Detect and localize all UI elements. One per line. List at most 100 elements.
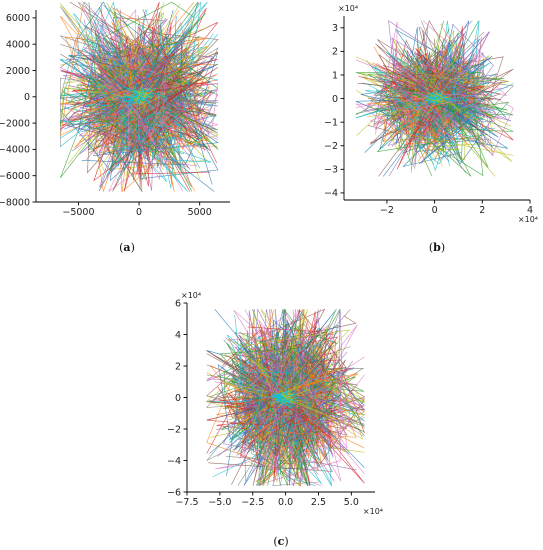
- x-tick-label: 0: [432, 205, 438, 216]
- trajectory-line: [125, 84, 190, 169]
- trajectory-line: [268, 397, 314, 458]
- x-tick-label: 4: [527, 205, 533, 216]
- trajectory-line: [259, 372, 342, 485]
- trajectory-line: [110, 22, 188, 158]
- center-cluster-line: [441, 97, 444, 104]
- center-cluster-line: [136, 90, 153, 99]
- x-tick-label: −5000: [62, 207, 94, 218]
- trajectory-line: [62, 69, 135, 118]
- x-tick-label: 5.0: [344, 497, 359, 508]
- trajectory-line: [247, 326, 328, 446]
- x-multiplier: ×10⁴: [363, 507, 383, 516]
- trajectory-line: [269, 383, 281, 434]
- axes-a: −5000 0 5000 −8000 −6000 −4000 −2000 0 2000 4000 6…: [0, 10, 230, 218]
- x-tick-label: 0: [136, 207, 142, 218]
- trajectory-line: [150, 36, 165, 121]
- trajectory-line: [78, 26, 191, 131]
- plot-area-b: [355, 19, 514, 177]
- trajectory-line: [236, 309, 358, 420]
- trajectory-line: [116, 88, 200, 181]
- trajectory-line: [394, 96, 457, 120]
- center-cluster-line: [430, 96, 439, 99]
- trajectory-line: [112, 57, 188, 192]
- trajectory-line: [70, 56, 145, 110]
- center-cluster-line: [439, 96, 450, 100]
- trajectory-line: [88, 66, 219, 154]
- trajectory-line: [399, 78, 471, 128]
- caption-b: (b): [429, 241, 445, 254]
- trajectory-line: [97, 97, 154, 193]
- trajectory-line: [126, 67, 169, 85]
- x-tick-label: 2.5: [311, 497, 326, 508]
- y-tick-label: −2: [167, 424, 181, 435]
- trajectory-line: [420, 73, 484, 140]
- center-cluster-line: [276, 392, 280, 403]
- plot-area-a: [59, 1, 219, 193]
- center-cluster-line: [423, 93, 430, 97]
- panel-c: −7.5 −5.0 −2.5 0.0 2.5 5.0−6−4−20246×10⁴×10⁴ …: [167, 291, 383, 548]
- trajectory-line: [423, 53, 484, 113]
- x-tick-label: 2: [479, 205, 485, 216]
- trajectory-line: [99, 74, 197, 131]
- y-tick-label: −6: [167, 487, 181, 498]
- center-cluster-line: [121, 97, 135, 110]
- trajectory-line: [429, 66, 488, 119]
- y-tick-label: 2: [332, 47, 338, 58]
- trajectory-line: [99, 59, 178, 188]
- center-cluster-line: [140, 97, 145, 103]
- trajectory-line: [151, 26, 217, 164]
- y-tick-label: 0: [332, 94, 338, 105]
- y-tick-label: 0: [24, 92, 30, 103]
- y-tick-label: 1: [332, 70, 338, 81]
- trajectory-line: [267, 344, 333, 455]
- y-tick-label: 6: [175, 298, 181, 309]
- trajectory-line: [442, 95, 470, 142]
- trajectory-line: [93, 45, 212, 182]
- trajectory-line: [386, 78, 452, 118]
- center-cluster-line: [427, 99, 430, 105]
- y-tick-label: 3: [332, 23, 338, 34]
- trajectory-line: [355, 89, 461, 151]
- caption-a: (a): [119, 241, 135, 254]
- y-tick-label: 4: [175, 330, 181, 341]
- trajectory-line: [428, 90, 494, 157]
- trajectory-line: [59, 52, 219, 173]
- y-multiplier: ×10⁴: [181, 291, 201, 300]
- axes-b: −2 0 2 4 −4 −3 −2 −1 0 1 2 3 ×10⁴ ×10⁴: [324, 4, 538, 224]
- y-tick-label: −2: [324, 141, 338, 152]
- trajectory-line: [94, 100, 145, 151]
- trajectory-line: [257, 385, 342, 451]
- center-cluster-line: [435, 94, 445, 99]
- trajectory-line: [273, 394, 342, 442]
- center-cluster-line: [442, 99, 449, 104]
- trajectory-line: [399, 94, 455, 142]
- x-tick-label: 0.0: [278, 497, 293, 508]
- center-cluster-line: [131, 96, 135, 105]
- trajectory-line: [375, 21, 398, 135]
- trajectory-line: [241, 347, 280, 461]
- trajectory-line: [132, 76, 205, 150]
- center-cluster-line: [431, 100, 439, 104]
- center-cluster-line: [285, 400, 289, 403]
- y-tick-label: 4000: [6, 39, 30, 50]
- center-cluster-line: [283, 396, 299, 404]
- y-tick-label: −2000: [0, 118, 30, 129]
- trajectory-line: [81, 103, 214, 166]
- trajectory-line: [128, 67, 167, 181]
- center-cluster-line: [427, 99, 444, 102]
- trajectory-line: [96, 43, 158, 104]
- center-cluster-line: [434, 94, 442, 101]
- trajectory-line: [412, 99, 470, 116]
- center-cluster-line: [429, 90, 435, 99]
- x-tick-label: −7.5: [175, 497, 198, 508]
- y-tick-label: 0: [175, 393, 181, 404]
- center-cluster-line: [133, 92, 139, 97]
- trajectory-line: [273, 359, 323, 411]
- trajectory-line: [60, 31, 174, 135]
- y-tick-label: 2: [175, 361, 181, 372]
- trajectory-line: [258, 367, 347, 424]
- panel-b: −2 0 2 4 −4 −3 −2 −1 0 1 2 3 ×10⁴ ×10⁴ (b): [324, 4, 538, 254]
- y-tick-label: −1: [324, 117, 338, 128]
